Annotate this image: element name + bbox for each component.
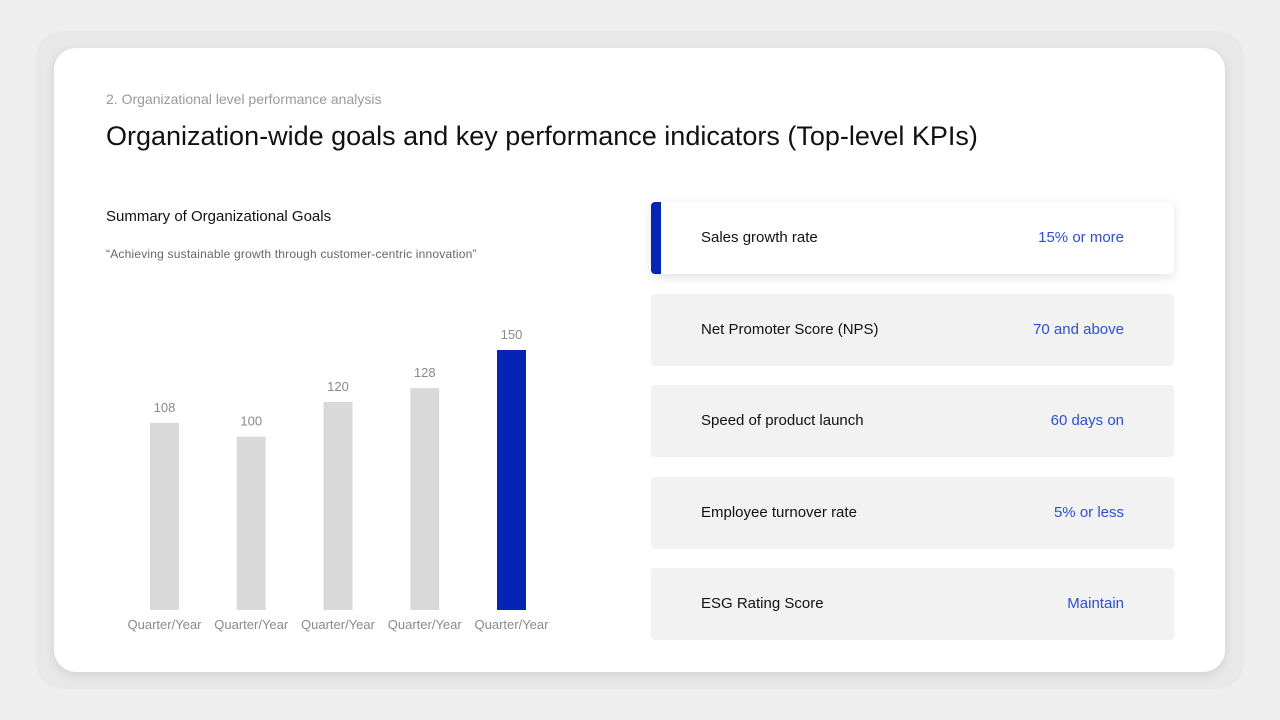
kpi-active-accent <box>651 202 661 274</box>
kpi-name: Sales growth rate <box>701 229 818 246</box>
kpi-row[interactable]: ESG Rating Score Maintain <box>651 568 1174 640</box>
goals-quote: “Achieving sustainable growth through cu… <box>106 247 477 261</box>
category-label-1: Quarter/Year <box>128 617 203 632</box>
kpi-name: Employee turnover rate <box>701 503 857 521</box>
category-label-3: Quarter/Year <box>301 617 376 632</box>
bar-1 <box>150 422 179 610</box>
kpi-target: 60 days on <box>1050 412 1124 429</box>
kpi-target: 5% or less <box>1053 503 1124 521</box>
bar-2 <box>236 436 266 610</box>
bar-5 <box>497 350 526 610</box>
kpi-row[interactable]: Employee turnover rate 5% or less <box>651 476 1174 549</box>
kpi-row[interactable]: Sales growth rate 15% or more <box>651 202 1174 274</box>
kpi-name: Speed of product launch <box>701 412 864 429</box>
bar-value-label-4: 128 <box>414 365 436 380</box>
slide-card: 2. Organizational level performance anal… <box>54 48 1225 672</box>
bar-value-label-1: 108 <box>154 400 176 415</box>
goals-heading: Summary of Organizational Goals <box>106 208 332 225</box>
kpi-row[interactable]: Speed of product launch 60 days on <box>651 385 1174 457</box>
bar-value-label-3: 120 <box>327 379 349 394</box>
kpi-row[interactable]: Net Promoter Score (NPS) 70 and above <box>651 293 1174 366</box>
section-label: 2. Organizational level performance anal… <box>106 91 382 107</box>
kpi-name: Net Promoter Score (NPS) <box>701 320 879 338</box>
kpi-target: 15% or more <box>1038 229 1124 246</box>
category-label-5: Quarter/Year <box>475 617 550 632</box>
bar-chart: 108 Quarter/Year 100 Quarter/Year 120 Quarter… <box>128 327 550 632</box>
bar-value-label-2: 100 <box>240 414 262 429</box>
kpi-target: 70 and above <box>1033 320 1124 338</box>
bar-4 <box>410 388 440 610</box>
category-label-2: Quarter/Year <box>214 617 289 632</box>
bar-value-label-5: 150 <box>501 327 523 342</box>
kpi-target: Maintain <box>1067 595 1124 612</box>
page-title: Organization-wide goals and key performa… <box>106 121 978 151</box>
bar-3 <box>323 402 353 610</box>
category-label-4: Quarter/Year <box>388 617 463 632</box>
kpi-name: ESG Rating Score <box>701 595 824 612</box>
